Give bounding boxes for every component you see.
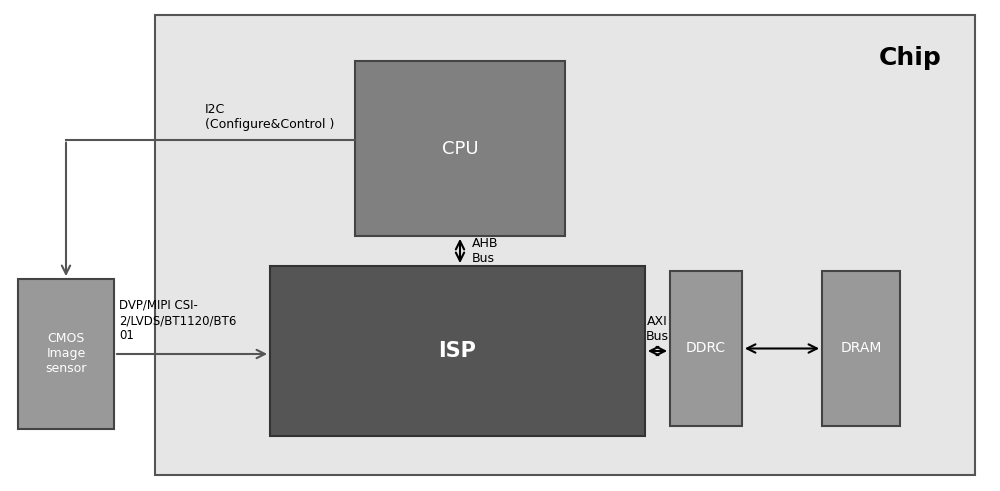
Text: DVP/MIPI CSI-
2/LVDS/BT1120/BT6
01: DVP/MIPI CSI- 2/LVDS/BT1120/BT6 01 [119,299,236,342]
Text: I2C
(Configure&Control ): I2C (Configure&Control ) [205,103,334,131]
Text: AXI
Bus: AXI Bus [646,315,669,343]
Bar [270,266,645,436]
Text: DRAM: DRAM [840,342,882,355]
Text: CPU: CPU [442,139,478,158]
Text: CMOS
Image
sensor: CMOS Image sensor [45,332,87,376]
Bar [155,15,975,475]
Bar [18,279,114,429]
Text: AHB
Bus: AHB Bus [472,237,498,265]
Text: DDRC: DDRC [686,342,726,355]
Text: ISP: ISP [439,341,476,361]
Text: Chip: Chip [879,46,941,70]
Bar [822,271,900,426]
Bar [670,271,742,426]
Bar [355,61,565,236]
